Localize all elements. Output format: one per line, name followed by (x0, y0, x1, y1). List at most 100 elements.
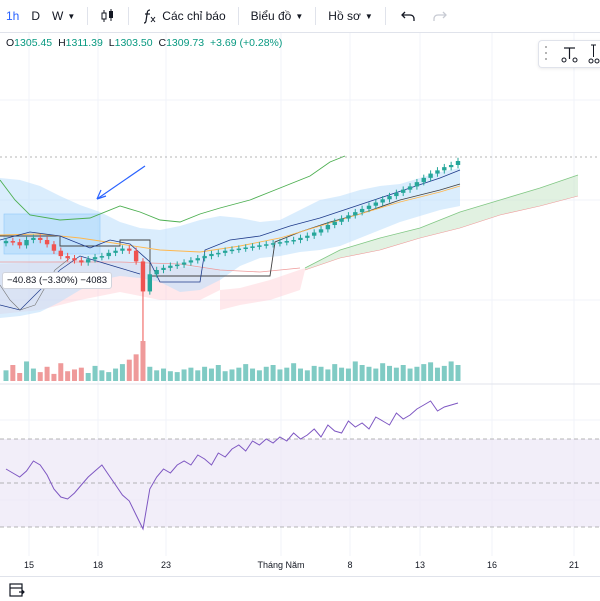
time-axis[interactable]: 15 18 23 Tháng Năm 8 13 16 21 (0, 556, 600, 576)
candle-body (120, 248, 125, 251)
volume-bar (113, 368, 119, 381)
arrow-annotation[interactable] (96, 165, 146, 200)
candle-body (51, 244, 57, 251)
timeframe-w[interactable]: W ▼ (46, 0, 81, 32)
indicators-button[interactable]: Các chỉ báo (135, 0, 231, 32)
volume-bar (85, 373, 91, 381)
fx-icon (144, 9, 156, 24)
undo-button[interactable] (392, 0, 424, 32)
candle-body (58, 250, 63, 257)
chart-layout-label: Biểu đồ (250, 9, 292, 23)
volume-bar (208, 368, 214, 381)
candle-body (373, 202, 379, 206)
timeframe-d[interactable]: D (25, 0, 46, 32)
candle-body (127, 248, 132, 251)
volume-bar (58, 363, 64, 381)
volume-bar (263, 366, 269, 381)
x-tick-label: 23 (160, 560, 172, 570)
open-value: 1305.45 (14, 37, 53, 49)
volume-bar (106, 372, 112, 381)
candle-style-button[interactable] (94, 0, 122, 32)
candle-body (250, 246, 255, 248)
timeframe-1h-label: 1h (6, 9, 20, 23)
calendar-goto-icon[interactable] (6, 578, 28, 600)
candle-body (168, 265, 173, 268)
volume-bar (99, 370, 105, 381)
trendline-tool[interactable] (539, 41, 600, 67)
candle-body (147, 274, 153, 292)
candle-body (79, 260, 84, 263)
candle-body (209, 253, 214, 257)
candle-body (257, 245, 262, 247)
toolbar-divider (315, 7, 317, 25)
close-key: C (158, 37, 167, 49)
candle-body (380, 199, 385, 203)
volume-bar (92, 365, 98, 381)
x-tick-label: 21 (568, 560, 580, 570)
top-toolbar: 1h D W ▼ Các chỉ báo Biểu đồ ▼ Hồ sơ ▼ (0, 0, 600, 33)
volume-bar (181, 369, 187, 381)
ohlc-legend: O1305.45 H1311.39 L1303.50 C1309.73 +3.6… (6, 37, 282, 49)
candle-body (44, 240, 50, 245)
volume-bar (119, 364, 125, 381)
candle-body (277, 242, 283, 244)
kijun-line (0, 183, 461, 277)
candle-body (106, 252, 111, 257)
candle-body (298, 237, 303, 240)
volume-bar (359, 365, 365, 381)
candle-body (243, 247, 248, 249)
volume-bar (297, 368, 303, 381)
candle-body (188, 260, 194, 263)
candle-body (17, 242, 22, 246)
volume-bar (380, 363, 386, 381)
rsi-band (0, 439, 600, 527)
volume-bar (250, 368, 256, 381)
candle-body (325, 225, 331, 230)
close-value: 1309.73 (166, 37, 205, 49)
profile-button[interactable]: Hồ sơ ▼ (322, 0, 378, 32)
redo-button[interactable] (424, 0, 456, 32)
x-tick-label: 15 (23, 560, 35, 570)
volume-bar (133, 354, 139, 381)
volume-bar (188, 367, 194, 381)
volume-bar (37, 372, 43, 381)
volume-bar (421, 364, 427, 381)
volume-bar (291, 363, 297, 381)
low-value: 1303.50 (114, 37, 153, 49)
candle-body (24, 240, 29, 246)
timeframe-1h[interactable]: 1h (0, 0, 25, 32)
volume-bar (10, 365, 16, 381)
candle-body (3, 241, 9, 244)
lagging-line (0, 257, 71, 311)
chart-layout-button[interactable]: Biểu đồ ▼ (245, 0, 310, 32)
candle-body (140, 261, 146, 292)
cloud-line-red (0, 261, 301, 273)
volume-bar (126, 359, 132, 381)
candle-body (414, 182, 420, 187)
low-key: L (108, 37, 115, 49)
candle-body (161, 267, 166, 270)
volume-bar (277, 369, 283, 381)
candle-body (236, 248, 242, 251)
x-tick-label: 16 (486, 560, 498, 570)
toolbar-divider (128, 7, 130, 25)
candlestick-icon (101, 9, 114, 22)
candle-body (154, 270, 159, 275)
candle-body (222, 250, 228, 253)
candle-body (99, 256, 105, 258)
candle-body (85, 259, 91, 263)
volume-bar (256, 370, 262, 381)
candle-body (195, 258, 200, 261)
volume-bar (215, 365, 221, 381)
volume-bar (44, 366, 50, 381)
volume-bar (270, 365, 276, 381)
volume-bar (373, 368, 379, 381)
profile-label: Hồ sơ (328, 9, 361, 23)
price-chart[interactable] (0, 0, 600, 556)
upper-band-line (0, 155, 346, 223)
volume-bar (51, 373, 57, 381)
floating-drawing-toolbar (538, 40, 600, 68)
candle-body (284, 241, 289, 243)
candle-body (72, 258, 77, 261)
candle-body (31, 237, 36, 240)
